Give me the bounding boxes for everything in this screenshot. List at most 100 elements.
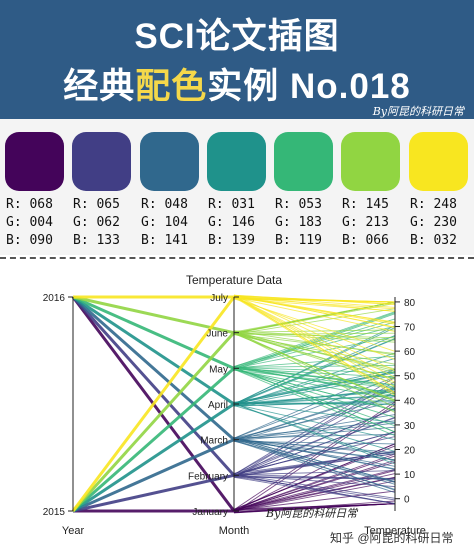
- month-temperature-line: [233, 404, 396, 514]
- month-temperature-line: [233, 334, 396, 370]
- month-temperature-line: [233, 399, 396, 407]
- swatch-6: [341, 132, 400, 191]
- tick-label: March: [200, 436, 228, 447]
- axis-label: Temperature: [364, 525, 426, 537]
- rgb-values-2: R: 065 G: 062 B: 133: [73, 196, 120, 250]
- month-temperature-line: [233, 332, 396, 343]
- chart-title: Temperature Data: [186, 273, 282, 287]
- rgb-values-6: R: 145 G: 213 B: 066: [342, 196, 389, 250]
- tick-label: 50: [404, 372, 416, 383]
- month-temperature-line: [233, 401, 396, 424]
- data-lines: [71, 294, 396, 514]
- tick-label: 0: [404, 495, 410, 506]
- rgb-r: R: 248: [410, 197, 457, 212]
- month-temperature-line: [233, 368, 396, 437]
- chart-axes: Year Month Temperature 2015 2016 January Febru…: [43, 293, 426, 537]
- month-temperature-line: [233, 422, 396, 440]
- platform-watermark: 知乎 @阿昆的科研日常: [330, 530, 454, 545]
- parallel-coordinates-chart: Year Month Temperature 2015 2016 January Febru…: [43, 273, 454, 545]
- month-temperature-line: [233, 330, 396, 356]
- tick-label: 30: [404, 421, 416, 432]
- month-temperature-line: [233, 372, 396, 405]
- rgb-r: R: 068: [6, 197, 53, 212]
- month-temperature-line: [233, 438, 396, 467]
- month-temperature-line: [233, 295, 396, 394]
- tick-label: 20: [404, 446, 416, 457]
- month-temperature-line: [233, 369, 396, 389]
- rgb-g: G: 213: [342, 215, 389, 230]
- tick-label: 2015: [43, 507, 66, 518]
- dashed-divider: [0, 257, 474, 259]
- rgb-g: G: 230: [410, 215, 457, 230]
- month-temperature-line: [233, 503, 396, 513]
- rgb-b: B: 139: [208, 233, 255, 248]
- month-temperature-line: [233, 296, 396, 323]
- month-temperature-line: [233, 330, 396, 341]
- month-temperature-line: [233, 295, 396, 388]
- swatch-2: [72, 132, 131, 191]
- tick-label: January: [192, 507, 228, 518]
- year-month-line: [72, 367, 235, 513]
- rgb-b: B: 141: [141, 233, 188, 248]
- month-temperature-line: [233, 368, 396, 418]
- month-temperature-line: [233, 403, 396, 441]
- rgb-values-7: R: 248 G: 230 B: 032: [410, 196, 457, 250]
- year-month-line: [72, 402, 235, 513]
- parallel-chart-panel: Year Month Temperature 2015 2016 January Febru…: [0, 262, 474, 556]
- month-temperature-line: [233, 473, 396, 499]
- swatch-3: [140, 132, 199, 191]
- tick-label: May: [209, 364, 228, 375]
- month-temperature-line: [233, 333, 396, 365]
- title-line-1: SCI论文插图: [134, 17, 340, 56]
- month-temperature-line: [233, 376, 396, 439]
- month-temperature-line: [233, 480, 396, 512]
- month-temperature-line: [233, 476, 396, 505]
- month-temperature-line: [233, 474, 396, 488]
- month-temperature-line: [233, 297, 396, 333]
- month-temperature-line: [233, 440, 396, 493]
- tick-label: 80: [404, 298, 416, 309]
- title-line-2: 经典配色实例 No.018: [0, 58, 474, 109]
- year-month-line: [72, 295, 235, 370]
- title-highlight: 配色: [135, 67, 208, 106]
- month-temperature-line: [233, 330, 396, 408]
- month-temperature-line: [233, 476, 396, 480]
- month-temperature-line: [233, 366, 396, 388]
- month-temperature-line: [233, 476, 396, 501]
- rgb-values-3: R: 048 G: 104 B: 141: [141, 196, 188, 250]
- year-month-line: [72, 473, 235, 513]
- year-month-line: [72, 295, 235, 335]
- tick-label: June: [206, 329, 228, 340]
- palette-panel: R: 068 G: 004 B: 090 R: 065 G: 062 B: 133 R:…: [0, 119, 474, 255]
- title-suffix: 实例 No.018: [207, 67, 411, 106]
- month-temperature-line: [233, 368, 396, 427]
- tick-label: 60: [404, 347, 416, 358]
- rgb-r: R: 048: [141, 197, 188, 212]
- month-temperature-line: [233, 420, 396, 439]
- month-temperature-line: [233, 439, 396, 490]
- month-temperature-line: [233, 296, 396, 396]
- tick-label: 10: [404, 470, 416, 481]
- year-month-line: [72, 295, 235, 406]
- tick-label: 2016: [43, 293, 66, 304]
- year-month-line: [72, 438, 235, 513]
- rgb-b: B: 133: [73, 233, 120, 248]
- tick-label: April: [208, 400, 228, 411]
- month-temperature-line: [233, 298, 396, 312]
- title-prefix: 经典: [63, 67, 136, 106]
- month-temperature-line: [233, 375, 396, 406]
- year-month-line: [72, 295, 235, 441]
- month-temperature-line: [233, 308, 396, 335]
- year-month-line: [71, 295, 236, 477]
- month-temperature-line: [233, 438, 396, 461]
- rgb-r: R: 031: [208, 197, 255, 212]
- rgb-b: B: 090: [6, 233, 53, 248]
- month-temperature-line: [233, 433, 396, 439]
- month-temperature-line: [233, 298, 396, 352]
- tick-label: 70: [404, 323, 416, 334]
- rgb-b: B: 032: [410, 233, 457, 248]
- month-temperature-line: [233, 436, 396, 474]
- month-temperature-line: [233, 437, 396, 470]
- tick-label: February: [188, 471, 228, 482]
- month-temperature-line: [233, 368, 396, 412]
